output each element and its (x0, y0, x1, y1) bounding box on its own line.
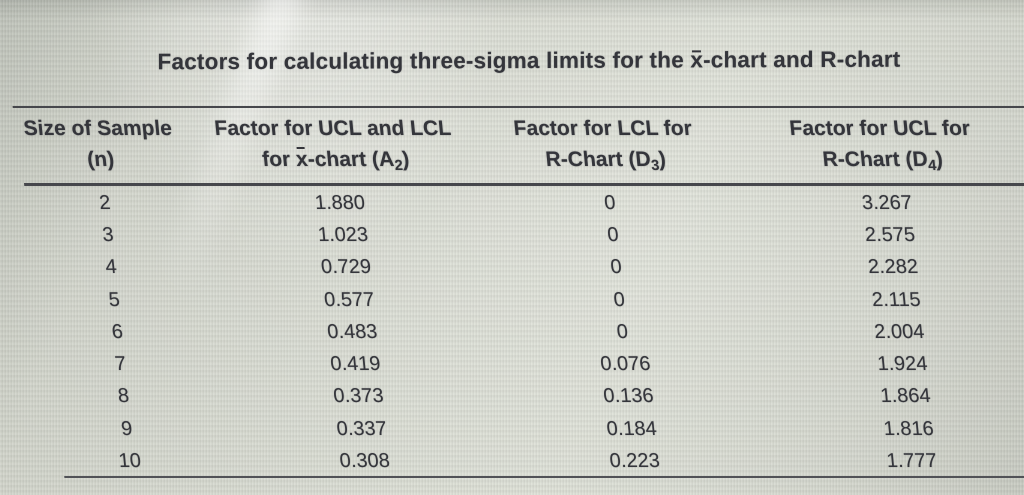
cell-a2: 0.308 (338, 450, 391, 473)
cell-a2: 1.023 (316, 223, 370, 246)
cell-a2: 1.880 (313, 191, 366, 214)
header-d4-line2-end: ) (934, 148, 944, 171)
cell-d4: 1.864 (879, 385, 932, 408)
cell-d3: 0 (606, 223, 620, 246)
cell-n: 2 (98, 191, 112, 214)
cell-d4: 1.777 (885, 450, 938, 473)
cell-d3: 0.076 (599, 353, 652, 376)
cell-d3: 0.136 (602, 385, 655, 408)
header-d3-line2-pre: R-Chart (D (544, 148, 652, 171)
cell-d4: 1.924 (876, 353, 929, 376)
cell-d3: 0 (615, 320, 629, 343)
cell-d4: 2.282 (867, 256, 920, 279)
cell-d4: 2.004 (873, 320, 926, 343)
table-row: 7 0.419 0.076 1.924 (24, 348, 1024, 380)
header-d4-factor: Factor for UCL for R-Chart (D4) (731, 113, 1024, 182)
table-row: 3 1.023 0 2.575 (11, 219, 1024, 251)
cell-d3: 0 (603, 191, 617, 214)
header-sample-size-line1: Size of Sample (22, 117, 173, 140)
cell-n: 4 (104, 256, 118, 279)
cell-a2: 0.577 (323, 288, 376, 311)
cell-d4: 2.575 (863, 223, 917, 246)
table-bottom-rule (64, 476, 1024, 478)
cell-a2: 0.373 (332, 385, 385, 408)
table-row: 5 0.577 0 2.115 (18, 284, 1024, 316)
header-a2-line2-pre: for (261, 148, 298, 171)
cell-a2: 0.419 (329, 353, 382, 376)
header-a2-line2-mid: -chart (A (306, 148, 396, 171)
header-d3-factor: Factor for LCL for R-Chart (D3) (471, 113, 738, 182)
header-d4-line1: Factor for UCL for (788, 117, 972, 140)
table-top-rule (12, 106, 1024, 108)
cell-d4: 2.115 (870, 288, 922, 311)
header-a2-line2-end: ) (401, 148, 411, 171)
table-header-row: Size of Sample (n) Factor for UCL and LC… (1, 113, 1024, 182)
cell-n: 5 (107, 288, 121, 311)
cell-n: 7 (113, 353, 128, 376)
header-d3-line1: Factor for LCL for (512, 117, 693, 140)
cell-d4: 3.267 (860, 191, 913, 214)
cell-d3: 0 (612, 288, 626, 311)
header-a2-line1: Factor for UCL and LCL (213, 117, 453, 140)
cell-n: 8 (116, 385, 131, 408)
cell-d4: 1.816 (882, 417, 935, 440)
header-d3-line2-end: ) (657, 148, 667, 171)
table-row: 6 0.483 0 2.004 (21, 316, 1024, 348)
table-row: 10 0.308 0.223 1.777 (33, 445, 1024, 477)
cell-n: 3 (101, 223, 115, 246)
header-a2-factor: Factor for UCL and LCL for x-chart (A2) (191, 113, 478, 182)
cell-a2: 0.729 (320, 256, 373, 279)
cell-n: 6 (110, 320, 124, 343)
cell-d3: 0.184 (605, 417, 658, 440)
header-sample-size: Size of Sample (n) (1, 113, 198, 182)
table-row: 9 0.337 0.184 1.816 (30, 413, 1024, 445)
cell-d3: 0.223 (608, 450, 661, 473)
header-sample-size-line2: (n) (86, 148, 116, 171)
table-row: 8 0.373 0.136 1.864 (27, 381, 1024, 413)
cell-n: 9 (120, 417, 134, 440)
cell-a2: 0.483 (326, 320, 379, 343)
header-d4-line2-pre: R-Chart (D (821, 148, 929, 171)
cell-d3: 0 (609, 256, 623, 279)
table-body: 2 1.880 0 3.267 3 1.023 0 2.575 4 0.729 … (8, 187, 1024, 478)
table-row: 2 1.880 0 3.267 (8, 187, 1024, 219)
table-header-rule (23, 183, 1024, 186)
cell-n: 10 (117, 450, 142, 473)
table-row: 4 0.729 0 2.282 (15, 252, 1024, 284)
cell-a2: 0.337 (335, 417, 388, 440)
